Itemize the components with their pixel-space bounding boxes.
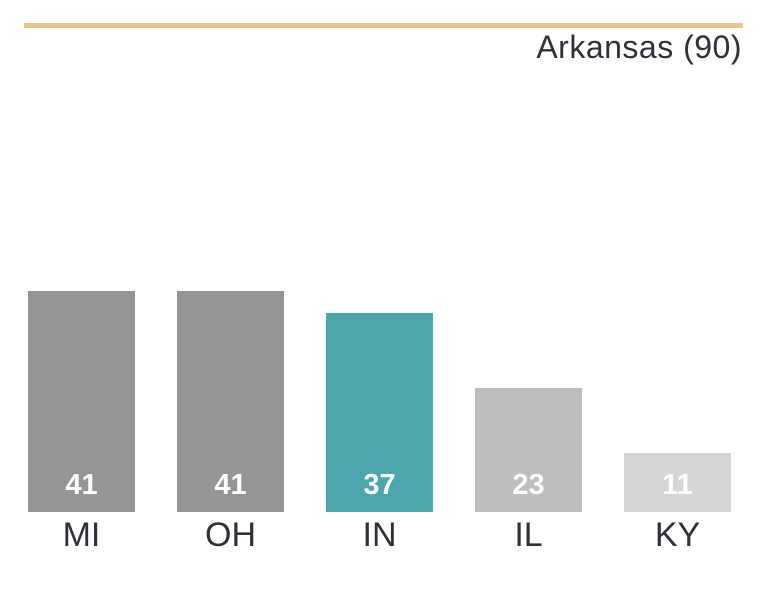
bar-value-ky: 11	[662, 469, 693, 501]
bar-il: 23	[475, 388, 582, 512]
bar-in: 37	[326, 313, 433, 512]
bar-column-ky: 11 KY	[624, 453, 731, 558]
bar-value-in: 37	[363, 469, 396, 501]
bar-chart: 41 MI 41 OH 37 IN 23 IL 11 KY	[28, 0, 731, 558]
bar-label-mi: MI	[62, 516, 101, 554]
bar-label-in: IN	[362, 516, 397, 554]
bar-value-oh: 41	[214, 469, 247, 501]
bar-label-il: IL	[514, 516, 543, 554]
bar-column-oh: 41 OH	[177, 291, 284, 558]
bar-column-mi: 41 MI	[28, 291, 135, 558]
bar-label-ky: KY	[654, 516, 701, 554]
bar-value-mi: 41	[65, 469, 98, 501]
bar-label-oh: OH	[205, 516, 256, 554]
bar-mi: 41	[28, 291, 135, 512]
bar-ky: 11	[624, 453, 731, 512]
chart-title: Arkansas (90)	[536, 29, 742, 65]
bar-oh: 41	[177, 291, 284, 512]
arkansas-reference-line	[24, 23, 743, 28]
bar-column-in: 37 IN	[326, 313, 433, 558]
bar-value-il: 23	[512, 469, 545, 501]
bar-column-il: 23 IL	[475, 388, 582, 558]
